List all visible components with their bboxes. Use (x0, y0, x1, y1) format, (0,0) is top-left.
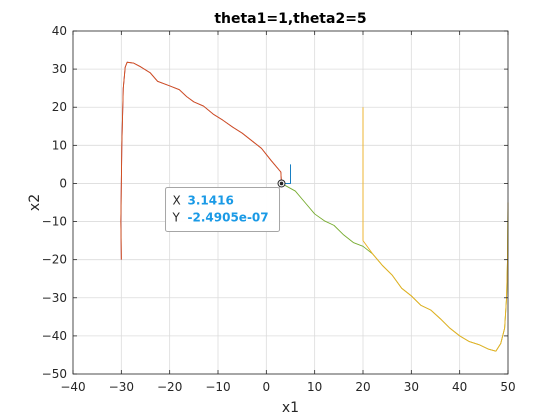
y-tick-label: −40 (42, 329, 67, 343)
datatip-y-value: -2.4905e-07 (188, 210, 269, 224)
datatip-x-key: X (173, 193, 181, 207)
y-tick-label: 30 (52, 62, 67, 76)
datatip-marker-dot (279, 181, 284, 186)
y-tick-label: 10 (52, 138, 67, 152)
tick-labels: −40 −30 −20 −10 0 10 20 30 40 50−50−40−30−20−1001… (42, 24, 516, 394)
axes-background[interactable] (73, 31, 508, 374)
axes-frame (72, 30, 509, 375)
y-tick-label: 0 (59, 176, 67, 190)
x-tick-label: −20 (157, 380, 182, 394)
x-tick-label: −40 (60, 380, 85, 394)
x-tick-label: 40 (452, 380, 467, 394)
x-tick-label: 30 (404, 380, 419, 394)
y-tick-label: −20 (42, 253, 67, 267)
y-tick-label: −10 (42, 215, 67, 229)
x-tick-label: 10 (307, 380, 322, 394)
y-tick-label: −50 (42, 367, 67, 381)
ticks (72, 30, 509, 375)
y-tick-label: −30 (42, 291, 67, 305)
datatip[interactable]: X 3.1416 Y -2.4905e-07 (165, 179, 286, 232)
series-lines (120, 61, 509, 352)
y-axis-label: x2 (27, 194, 43, 211)
datatip-box (165, 186, 281, 232)
datatip-y-key: Y (172, 210, 181, 224)
x-tick-label: −30 (109, 380, 134, 394)
x-tick-label: 0 (263, 380, 271, 394)
chart-title: theta1=1,theta2=5 (214, 11, 366, 27)
series-line-2 (120, 61, 282, 260)
x-tick-label: 50 (500, 380, 515, 394)
x-tick-label: 20 (355, 380, 370, 394)
datatip-x-value: 3.1416 (188, 193, 234, 207)
y-tick-label: 20 (52, 100, 67, 114)
x-axis-label: x1 (282, 400, 299, 416)
series-line-5 (362, 107, 509, 352)
x-tick-label: −10 (205, 380, 230, 394)
y-tick-label: 40 (52, 24, 67, 38)
